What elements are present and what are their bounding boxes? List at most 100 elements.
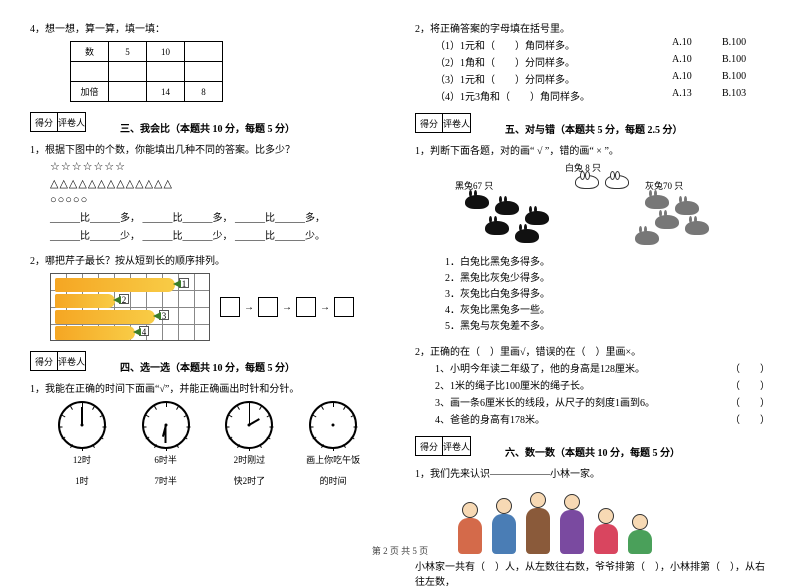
clock-caption: 2时刚过	[214, 453, 284, 466]
carrot-icon: 3	[55, 310, 155, 324]
cell	[147, 62, 185, 82]
clock-caption: 画上你吃午饭	[298, 453, 368, 466]
judge-item: 3．灰兔比白兔多得多。	[445, 287, 770, 303]
seq-box[interactable]	[258, 297, 278, 317]
seq-boxes: → → →	[220, 297, 354, 317]
tf-paren[interactable]: （ ）	[730, 394, 770, 409]
clock-caption: 1时	[47, 474, 117, 487]
tf-paren[interactable]: （ ）	[730, 360, 770, 375]
tf-row: 4、爸爸的身高有178米。（ ）	[435, 411, 770, 426]
section5-title: 五、对与错（本题共 5 分，每题 2.5 分）	[505, 121, 770, 136]
option-b: B.103	[722, 88, 770, 103]
carrot-label: 2	[119, 294, 129, 304]
judge-item: 4．灰兔比黑兔多一些。	[445, 303, 770, 319]
option-row: （3）1元和（ ）分同样多。 A.10 B.100	[435, 71, 770, 86]
option-a: A.10	[672, 71, 712, 86]
s6-q1-line: 小林家一共有（ ）人，从左数往右数，爷爷排第（ ），小林排第（ ），从右往左数，	[415, 558, 770, 588]
rabbit-icon	[495, 201, 519, 215]
cell: 14	[147, 82, 185, 102]
carrot-label: 1	[179, 278, 189, 288]
clock-face	[58, 401, 106, 449]
clock-face	[225, 401, 273, 449]
clock-caption: 的时间	[298, 474, 368, 487]
option-b: B.100	[722, 71, 770, 86]
judge-item: 5．黑兔与灰兔差不多。	[445, 319, 770, 335]
rabbit-icon	[465, 195, 489, 209]
rabbit-icon	[515, 229, 539, 243]
page-footer: 第 2 页 共 5 页	[0, 544, 800, 557]
clock-face	[309, 401, 357, 449]
cell	[185, 62, 223, 82]
score-label: 得分	[30, 112, 58, 132]
option-b: B.100	[722, 37, 770, 52]
option-row: （4）1元3角和（ ）角同样多。A.13B.103	[435, 88, 770, 103]
tf-paren[interactable]: （ ）	[730, 377, 770, 392]
cell: 10	[147, 42, 185, 62]
tf-row: 2、1米的绳子比100厘米的绳子长。（ ）	[435, 377, 770, 392]
rabbit-icon	[655, 215, 679, 229]
tf-text: 1、小明今年读二年级了，他的身高是128厘米。	[435, 360, 730, 375]
marker-label: 评卷人	[443, 436, 471, 456]
s3-q2-prompt: 2，哪把芹子最长？按从短到长的顺序排列。	[30, 252, 385, 267]
tf-paren[interactable]: （ ）	[730, 411, 770, 426]
r-q2-header: 2，将正确答案的字母填在括号里。	[415, 20, 770, 35]
clock-col: 画上你吃午饭的时间	[298, 401, 368, 487]
cell: 5	[109, 42, 147, 62]
tf-text: 2、1米的绳子比100厘米的绳子长。	[435, 377, 730, 392]
judge-item: 1．白兔比黑兔多得多。	[445, 255, 770, 271]
clock-caption: 6时半	[131, 453, 201, 466]
s4-q1-prompt: 1，我能在正确的时间下面画“√”，并能正确画出时针和分针。	[30, 380, 385, 395]
score-label: 得分	[30, 351, 58, 371]
cell: 加倍	[71, 82, 109, 102]
judge-item: 2．黑兔比灰兔少得多。	[445, 271, 770, 287]
shapes-stars: ☆☆☆☆☆☆☆	[50, 160, 385, 173]
rabbit-icon	[685, 221, 709, 235]
rabbit-icon	[645, 195, 669, 209]
fill-line: ______比______多， ______比______多， ______比_…	[50, 210, 385, 228]
seq-box[interactable]	[220, 297, 240, 317]
marker-label: 评卷人	[443, 113, 471, 133]
rabbit-icon	[605, 175, 629, 189]
shapes-triangles: △△△△△△△△△△△△△	[50, 177, 385, 190]
cell	[71, 62, 109, 82]
clock-col: 6时半7时半	[131, 401, 201, 487]
option-stem: （2）1角和（ ）分同样多。	[435, 54, 662, 69]
clock-caption: 12时	[47, 453, 117, 466]
option-stem: （3）1元和（ ）分同样多。	[435, 71, 662, 86]
cell: 8	[185, 82, 223, 102]
s5-q2-prompt: 2，正确的在（ ）里画√，错误的在（ ）里画×。	[415, 343, 770, 358]
q4-table: 数 5 10 加倍 14 8	[70, 41, 223, 102]
rabbit-icon	[635, 231, 659, 245]
score-label: 得分	[415, 436, 443, 456]
marker-label: 评卷人	[58, 351, 86, 371]
option-row: （2）1角和（ ）分同样多。A.10B.100	[435, 54, 770, 69]
s6-q1-prompt: 1，我们先来认识——————小林一家。	[415, 465, 770, 480]
tf-row: 3、画一条6厘米长的线段，从尺子的刻度1画到6。（ ）	[435, 394, 770, 409]
rabbit-icon	[485, 221, 509, 235]
option-row: （1）1元和（ ）角同样多。A.10B.100	[435, 37, 770, 52]
cell	[185, 42, 223, 62]
q4-prompt: 4，想一想，算一算，填一填：	[30, 20, 385, 35]
shapes-circles: ○○○○○	[50, 194, 385, 206]
section3-title: 三、我会比（本题共 10 分，每题 5 分）	[120, 120, 385, 135]
s5-q1-prompt: 1，判断下面各题，对的画“ √ ”，错的画“ × ”。	[415, 142, 770, 157]
clock-row: 12时1时6时半7时半2时刚过快2时了画上你吃午饭的时间	[40, 401, 375, 487]
rabbit-icon	[525, 211, 549, 225]
clock-col: 2时刚过快2时了	[214, 401, 284, 487]
judge-list: 1．白兔比黑兔多得多。2．黑兔比灰兔少得多。3．灰兔比白兔多得多。4．灰兔比黑兔…	[445, 255, 770, 335]
rabbit-icon	[675, 201, 699, 215]
clock-caption: 快2时了	[214, 474, 284, 487]
tf-text: 3、画一条6厘米长的线段，从尺子的刻度1画到6。	[435, 394, 730, 409]
clock-col: 12时 1时	[47, 401, 117, 487]
rabbit-area: 白兔 8 只 黑兔67 只 灰兔70 只	[455, 161, 770, 251]
score-label: 得分	[415, 113, 443, 133]
tf-text: 4、爸爸的身高有178米。	[435, 411, 730, 426]
carrot-icon: 2	[55, 294, 115, 308]
seq-box[interactable]	[334, 297, 354, 317]
option-stem: （4）1元3角和（ ）角同样多。	[435, 88, 662, 103]
section4-title: 四、选一选（本题共 10 分，每题 5 分）	[120, 359, 385, 374]
carrot-icon: 1	[55, 278, 175, 292]
seq-box[interactable]	[296, 297, 316, 317]
option-b: B.100	[722, 54, 770, 69]
fill-line: ______比______少， ______比______少， ______比_…	[50, 228, 385, 246]
